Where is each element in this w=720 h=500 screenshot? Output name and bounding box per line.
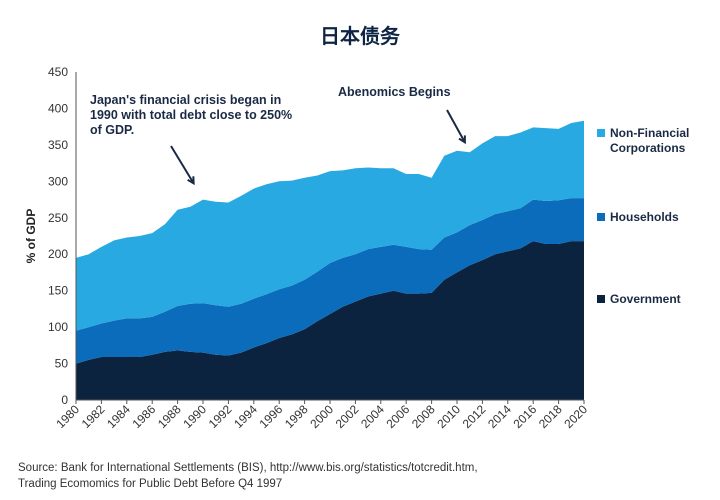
area-households	[76, 198, 584, 364]
legend-swatch	[597, 213, 605, 221]
x-tick-label: 1996	[257, 402, 286, 431]
x-tick-label: 1992	[206, 402, 235, 431]
y-tick-label: 300	[48, 174, 68, 188]
y-axis-label: % of GDP	[24, 209, 38, 264]
x-axis: 1980198219841986198819901992199419961998…	[53, 399, 590, 431]
x-tick-label: 1986	[130, 402, 159, 431]
annotation-arrow-abenomics	[446, 109, 466, 145]
annotations: Japan's financial crisis began in 1990 wi…	[90, 85, 466, 186]
x-tick-label: 1994	[231, 402, 260, 431]
source-line: Source: Bank for International Settlemen…	[18, 462, 478, 474]
x-tick-label: 2008	[409, 402, 438, 431]
x-tick-label: 2012	[460, 402, 489, 431]
y-tick-label: 350	[48, 138, 68, 152]
x-tick-label: 2016	[511, 402, 540, 431]
x-tick-label: 2000	[307, 402, 336, 431]
x-tick-label: 2002	[333, 402, 362, 431]
y-axis: 0 50 100 150 200 250 300 350 400 450	[48, 65, 77, 407]
x-tick-label: 1984	[104, 402, 133, 431]
y-tick-label: 150	[48, 284, 68, 298]
y-tick-label: 400	[48, 101, 68, 115]
legend-label: Government	[610, 292, 681, 306]
source-line: Trading Ecomomics for Public Debt Before…	[18, 478, 282, 490]
source-note: Source: Bank for International Settlemen…	[18, 462, 478, 490]
x-tick-label: 2018	[536, 402, 565, 431]
y-tick-label: 250	[48, 211, 68, 225]
x-tick-label: 1988	[155, 402, 184, 431]
x-tick-label: 1980	[53, 402, 82, 431]
legend-swatch	[597, 295, 605, 303]
annotation-arrow-crisis	[170, 145, 195, 186]
y-tick-label: 450	[48, 65, 68, 79]
chart-title: 日本债务	[320, 24, 401, 48]
x-tick-label: 1982	[79, 402, 108, 431]
legend-swatch	[597, 129, 605, 137]
legend-label: Households	[610, 210, 679, 224]
area-non-financial-corporations	[76, 120, 584, 331]
annotation-abenomics: Abenomics Begins	[338, 85, 451, 99]
x-tick-label: 2006	[384, 402, 413, 431]
x-tick-label: 2014	[485, 402, 514, 431]
x-tick-label: 1990	[180, 402, 209, 431]
x-tick-label: 2010	[434, 402, 463, 431]
x-tick-label: 2020	[561, 402, 590, 431]
area-government	[76, 241, 584, 400]
x-tick-label: 1998	[282, 402, 311, 431]
legend-label: Non-Financial Corporations	[610, 126, 689, 155]
annotation-crisis: Japan's financial crisis began in 1990 wi…	[90, 93, 292, 137]
area-series-group	[76, 120, 584, 400]
y-tick-label: 0	[61, 393, 68, 407]
legend: Non-Financial Corporations Households Gover…	[597, 126, 689, 306]
y-tick-label: 200	[48, 247, 68, 261]
x-tick-label: 2004	[358, 402, 387, 431]
y-tick-label: 100	[48, 320, 68, 334]
y-tick-label: 50	[55, 357, 69, 371]
